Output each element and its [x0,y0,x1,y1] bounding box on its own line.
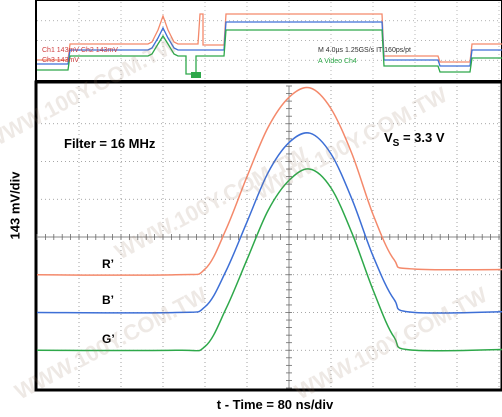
supply-annotation: VS = 3.3 V [384,130,445,149]
supply-value: = 3.3 V [399,130,444,145]
supply-symbol: V [384,130,393,145]
overview-window-marker [191,72,201,78]
trace-layer [37,86,502,352]
trace-series-1 [37,86,502,276]
x-axis-label: t - Time = 80 ns/div [216,397,334,412]
plot-frame [34,80,502,392]
plot-grid [36,85,501,389]
trace-series-2 [37,132,502,314]
series-label-r: R’ [102,257,114,271]
filter-annotation: Filter = 16 MHz [64,136,156,151]
main-plot: Filter = 16 MHz VS = 3.3 V R’ B’ G’ [34,80,502,392]
overview-trace-blue [37,21,502,67]
overview-trace-orange [37,13,502,63]
y-axis-label-box: 143 mV/div [2,120,28,290]
overview-trace-green [37,29,502,75]
overview-readout-left-ch3: Ch3 143mV [42,57,79,64]
trace-series-3 [37,168,502,352]
overview-readout-left: Ch1 143mV Ch2 143mV [42,47,118,54]
series-label-b: B’ [102,293,114,307]
series-label-g: G’ [102,332,115,346]
overview-readout-right: M 4.0µs 1.25GS/s IT 160ps/pt [318,47,411,54]
y-axis-label: 143 mV/div [7,171,23,239]
supply-subscript: S [393,138,400,149]
overview-panel: Ch1 143mV Ch2 143mV Ch3 143mV M 4.0µs 1.… [35,0,502,82]
overview-readout-right-sub: A Video Ch4 [318,58,357,65]
